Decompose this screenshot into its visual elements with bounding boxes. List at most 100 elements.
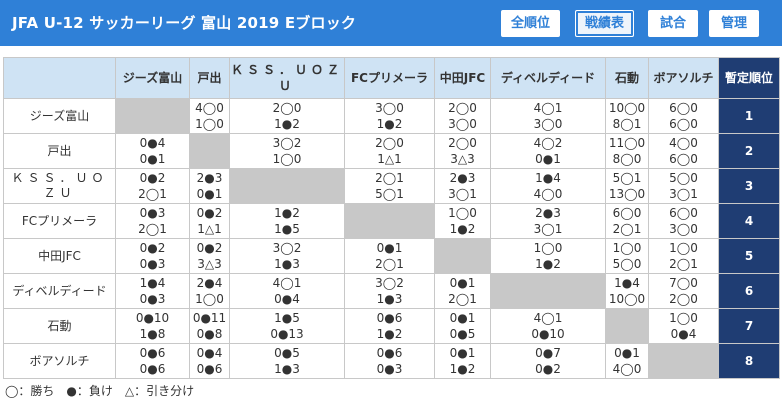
match-score: 0●1 (535, 152, 561, 166)
all-rankings-button[interactable]: 全順位 (501, 10, 560, 37)
match-score: 1◯0 (612, 241, 642, 255)
match-result-cell: 0●3 2◯1 (115, 203, 190, 239)
match-score: 0●2 (196, 241, 223, 255)
match-score: 5◯1 (612, 171, 642, 185)
match-score: 7◯0 (669, 276, 698, 290)
match-score: 3△3 (197, 257, 222, 271)
team-name-cell[interactable]: 石動 (3, 308, 116, 344)
match-score: 0●8 (196, 327, 223, 341)
match-score: 4◯0 (195, 101, 224, 115)
match-score: 1●8 (139, 327, 166, 341)
match-score: 2●4 (196, 276, 223, 290)
match-result-cell: 0●1 4◯0 (605, 343, 649, 379)
match-result-cell: 1◯0 1●2 (434, 203, 491, 239)
team-name-cell[interactable]: ジーズ富山 (3, 98, 116, 134)
match-score: 4◯0 (669, 136, 698, 150)
team-name-cell[interactable]: ボアソルチ (3, 343, 116, 379)
match-result-cell: 6◯0 3◯0 (648, 203, 719, 239)
table-corner-cell (3, 57, 116, 99)
match-score: 1●4 (535, 171, 561, 185)
match-result-cell: 2●3 3◯1 (490, 203, 606, 239)
match-result-cell: 1●4 0●3 (115, 273, 190, 309)
team-name-cell[interactable]: 戸出 (3, 133, 116, 169)
match-result-cell: 0●11 0●8 (189, 308, 230, 344)
match-score: 3◯0 (448, 117, 477, 131)
column-header: ジーズ富山 (115, 57, 190, 99)
match-result-cell: 0●2 0●3 (115, 238, 190, 274)
match-score: 3◯1 (448, 187, 477, 201)
match-score: 2◯1 (375, 257, 404, 271)
table-row: FCプリメーラ 0●3 2◯1 0●2 1△1 1●2 1●5 1◯0 1●2 2●3 3◯1 6◯0… (3, 203, 780, 239)
match-score: 4◯0 (533, 187, 563, 201)
match-score: 0●5 (274, 346, 300, 360)
match-result-cell: 0●7 0●2 (490, 343, 606, 379)
match-score: 1●3 (376, 292, 403, 306)
match-result-cell: 0●6 0●6 (115, 343, 190, 379)
match-score: 1●5 (274, 311, 300, 325)
self-match-cell (648, 343, 719, 379)
match-score: 2◯1 (448, 292, 477, 306)
match-result-cell: 2●3 3◯1 (434, 168, 491, 204)
table-row: ＫＳＳ．ＵＯＺＵ 0●2 2◯1 2●3 0●1 2◯1 5◯1 2●3 3◯1 1●4 4◯0 5◯… (3, 168, 780, 204)
match-result-cell: 0●1 0●5 (434, 308, 491, 344)
match-score: 2◯1 (138, 187, 167, 201)
table-body: ジーズ富山 4◯0 1◯0 2◯0 1●2 3◯0 1●2 2◯0 3◯0 4◯1 3◯0 10◯0 8… (3, 98, 780, 379)
team-name-cell[interactable]: ＫＳＳ．ＵＯＺＵ (3, 168, 116, 204)
match-result-cell: 1◯0 1●2 (490, 238, 606, 274)
match-score: 1◯0 (669, 311, 698, 325)
match-score: 0●1 (376, 241, 403, 255)
column-header: ＫＳＳ．ＵＯＺＵ (229, 57, 345, 99)
match-result-cell: 2●3 0●1 (189, 168, 230, 204)
table-row: ジーズ富山 4◯0 1◯0 2◯0 1●2 3◯0 1●2 2◯0 3◯0 4◯1 3◯0 10◯0 8… (3, 98, 780, 134)
match-score: 1●4 (614, 276, 640, 290)
self-match-cell (229, 168, 345, 204)
match-score: 13◯0 (608, 187, 646, 201)
matches-button[interactable]: 試合 (648, 10, 698, 37)
match-score: 6◯0 (669, 152, 698, 166)
match-score: 0●4 (670, 327, 697, 341)
match-score: 3△3 (450, 152, 475, 166)
match-result-cell: 0●6 0●3 (344, 343, 435, 379)
self-match-cell (605, 308, 649, 344)
match-result-cell: 0●2 2◯1 (115, 168, 190, 204)
match-score: 1◯0 (533, 241, 563, 255)
match-score: 0●3 (139, 257, 166, 271)
table-row: 石動 0●10 1●8 0●11 0●8 1●5 0●13 0●6 1●2 0●1 0●5 4◯1 0●… (3, 308, 780, 344)
match-score: 2◯1 (669, 257, 698, 271)
match-result-cell: 0●1 1●2 (434, 343, 491, 379)
admin-button[interactable]: 管理 (709, 10, 759, 37)
match-score: 0●1 (614, 346, 640, 360)
match-score: 0●1 (196, 187, 223, 201)
match-score: 0●11 (192, 311, 227, 325)
match-result-cell: 6◯0 6◯0 (648, 98, 719, 134)
results-table-button[interactable]: 戦績表 (575, 10, 634, 37)
match-score: 0●2 (535, 362, 561, 376)
rank-cell: 1 (718, 98, 780, 134)
match-result-cell: 1◯0 5◯0 (605, 238, 649, 274)
match-result-cell: 1●5 0●13 (229, 308, 345, 344)
column-header: 石動 (605, 57, 649, 99)
team-name-cell[interactable]: FCプリメーラ (3, 203, 116, 239)
match-score: 2◯0 (448, 136, 477, 150)
match-result-cell: 0●1 2◯1 (344, 238, 435, 274)
match-result-cell: 3◯0 1●2 (344, 98, 435, 134)
header-bar: JFA U-12 サッカーリーグ 富山 2019 Eブロック 全順位 戦績表 試… (0, 0, 782, 46)
team-name-cell[interactable]: ディベルディード (3, 273, 116, 309)
team-name-cell[interactable]: 中田JFC (3, 238, 116, 274)
match-score: 6◯0 (669, 206, 698, 220)
rank-cell: 4 (718, 203, 780, 239)
match-result-cell: 4◯2 0●1 (490, 133, 606, 169)
table-row: 中田JFC 0●2 0●3 0●2 3△3 3◯2 1●3 0●1 2◯1 1◯0 1●2 1◯0 5◯… (3, 238, 780, 274)
table-row: 戸出 0●4 0●1 3◯2 1◯0 2◯0 1△1 2◯0 3△3 4◯2 0●1 11◯0 8◯0 4… (3, 133, 780, 169)
self-match-cell (189, 133, 230, 169)
column-header: ディベルディード (490, 57, 606, 99)
match-score: 0●10 (135, 311, 170, 325)
match-score: 2●3 (196, 171, 223, 185)
match-result-cell: 2◯0 1●2 (229, 98, 345, 134)
legend: ◯：勝ち ●：負け △：引き分け (5, 384, 195, 398)
match-result-cell: 0●5 1●3 (229, 343, 345, 379)
match-score: 3◯2 (272, 241, 302, 255)
match-score: 3◯1 (533, 222, 563, 236)
match-score: 0●2 (139, 171, 166, 185)
match-score: 2●3 (449, 171, 476, 185)
